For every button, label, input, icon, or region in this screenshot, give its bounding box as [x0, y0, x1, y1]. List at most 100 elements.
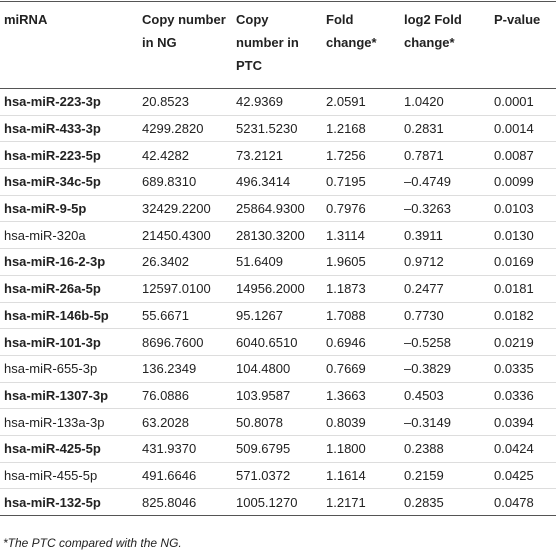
value-cell: 1.7088 — [322, 302, 400, 330]
value-cell: 491.6646 — [138, 462, 232, 490]
value-cell: 431.9370 — [138, 435, 232, 463]
table-row: hsa-miR-132-5p 825.8046 1005.1270 1.2171 0.2… — [0, 488, 556, 516]
value-cell: 689.8310 — [138, 168, 232, 196]
value-cell: 0.0182 — [490, 302, 556, 330]
value-cell: 55.6671 — [138, 302, 232, 330]
mirna-name: hsa-miR-223-3p — [0, 88, 138, 116]
mirna-name: hsa-miR-146b-5p — [0, 302, 138, 330]
header-cell: Copy number in NG — [138, 1, 232, 89]
value-cell: 0.0001 — [490, 88, 556, 116]
value-cell: 51.6409 — [232, 248, 322, 276]
value-cell: –0.5258 — [400, 328, 490, 356]
value-cell: 14956.2000 — [232, 275, 322, 303]
table-row: hsa-miR-9-5p 32429.2200 25864.9300 0.7976 –0… — [0, 195, 556, 223]
value-cell: 0.7976 — [322, 195, 400, 223]
header-cell: P-value — [490, 1, 556, 89]
table-row: hsa-miR-16-2-3p 26.3402 51.6409 1.9605 0.971… — [0, 248, 556, 276]
value-cell: 20.8523 — [138, 88, 232, 116]
value-cell: 12597.0100 — [138, 275, 232, 303]
table-row: hsa-miR-26a-5p 12597.0100 14956.2000 1.1873… — [0, 275, 556, 303]
header-cell: miRNA — [0, 1, 138, 89]
value-cell: 1.7256 — [322, 141, 400, 170]
value-cell: 25864.9300 — [232, 195, 322, 223]
table-row: hsa-miR-655-3p 136.2349 104.4800 0.7669 –0.3… — [0, 355, 556, 383]
mirna-name: hsa-miR-425-5p — [0, 435, 138, 463]
table-row: hsa-miR-146b-5p 55.6671 95.1267 1.7088 0.773… — [0, 302, 556, 330]
value-cell: 0.2159 — [400, 462, 490, 490]
footnote: *The PTC compared with the NG. — [3, 536, 182, 550]
mirna-name: hsa-miR-34c-5p — [0, 168, 138, 196]
value-cell: 103.9587 — [232, 382, 322, 410]
value-cell: 0.0425 — [490, 462, 556, 490]
value-cell: 1.2168 — [322, 115, 400, 143]
table-row: hsa-miR-101-3p 8696.7600 6040.6510 0.6946 –0… — [0, 328, 556, 356]
table-row: hsa-miR-1307-3p 76.0886 103.9587 1.3663 0.45… — [0, 382, 556, 410]
value-cell: 0.0103 — [490, 195, 556, 223]
mirna-name: hsa-miR-1307-3p — [0, 382, 138, 410]
value-cell: 0.0099 — [490, 168, 556, 196]
value-cell: 6040.6510 — [232, 328, 322, 356]
value-cell: 1.2171 — [322, 488, 400, 516]
mirna-name: hsa-miR-655-3p — [0, 355, 138, 383]
value-cell: 95.1267 — [232, 302, 322, 330]
value-cell: 1.3663 — [322, 382, 400, 410]
value-cell: 1005.1270 — [232, 488, 322, 516]
value-cell: 0.8039 — [322, 408, 400, 436]
value-cell: 28130.3200 — [232, 221, 322, 250]
value-cell: 0.0169 — [490, 248, 556, 276]
value-cell: 0.7871 — [400, 141, 490, 170]
value-cell: 76.0886 — [138, 382, 232, 410]
mirna-name: hsa-miR-133a-3p — [0, 408, 138, 436]
value-cell: 496.3414 — [232, 168, 322, 196]
value-cell: 73.2121 — [232, 141, 322, 170]
value-cell: 0.0181 — [490, 275, 556, 303]
value-cell: 4299.2820 — [138, 115, 232, 143]
table-row: hsa-miR-223-3p 20.8523 42.9369 2.0591 1.0420… — [0, 88, 556, 116]
table-row: hsa-miR-433-3p 4299.2820 5231.5230 1.2168 0.… — [0, 115, 556, 143]
header-cell: Copy number in PTC — [232, 1, 322, 89]
value-cell: 0.7669 — [322, 355, 400, 383]
value-cell: 0.0130 — [490, 221, 556, 250]
value-cell: 571.0372 — [232, 462, 322, 490]
value-cell: 0.4503 — [400, 382, 490, 410]
value-cell: 0.7730 — [400, 302, 490, 330]
value-cell: 0.2388 — [400, 435, 490, 463]
value-cell: 0.9712 — [400, 248, 490, 276]
table-row: hsa-miR-425-5p 431.9370 509.6795 1.1800 0.23… — [0, 435, 556, 463]
value-cell: 1.3114 — [322, 221, 400, 250]
header-cell: Fold change* — [322, 1, 400, 89]
value-cell: 0.6946 — [322, 328, 400, 356]
value-cell: 104.4800 — [232, 355, 322, 383]
value-cell: 0.0335 — [490, 355, 556, 383]
mirna-name: hsa-miR-9-5p — [0, 195, 138, 223]
mirna-name: hsa-miR-132-5p — [0, 488, 138, 516]
value-cell: 825.8046 — [138, 488, 232, 516]
value-cell: –0.4749 — [400, 168, 490, 196]
value-cell: 0.0336 — [490, 382, 556, 410]
table-row: hsa-miR-320a 21450.4300 28130.3200 1.3114 0.… — [0, 221, 556, 250]
mirna-name: hsa-miR-223-5p — [0, 141, 138, 170]
value-cell: 0.0424 — [490, 435, 556, 463]
header-row: miRNA Copy number in NG Copy number in PTC… — [0, 1, 556, 89]
header-cell: log2 Fold change* — [400, 1, 490, 89]
table-row: hsa-miR-455-5p 491.6646 571.0372 1.1614 0.21… — [0, 462, 556, 490]
value-cell: 136.2349 — [138, 355, 232, 383]
value-cell: 50.8078 — [232, 408, 322, 436]
data-table: miRNA Copy number in NG Copy number in PTC… — [0, 1, 556, 516]
value-cell: 0.0394 — [490, 408, 556, 436]
value-cell: 1.0420 — [400, 88, 490, 116]
value-cell: 0.2477 — [400, 275, 490, 303]
value-cell: 0.0014 — [490, 115, 556, 143]
value-cell: 0.0087 — [490, 141, 556, 170]
value-cell: 0.3911 — [400, 221, 490, 250]
value-cell: 0.0219 — [490, 328, 556, 356]
mirna-name: hsa-miR-26a-5p — [0, 275, 138, 303]
value-cell: 1.9605 — [322, 248, 400, 276]
value-cell: 1.1800 — [322, 435, 400, 463]
mirna-name: hsa-miR-320a — [0, 221, 138, 250]
value-cell: –0.3149 — [400, 408, 490, 436]
value-cell: 1.1873 — [322, 275, 400, 303]
value-cell: 1.1614 — [322, 462, 400, 490]
value-cell: –0.3263 — [400, 195, 490, 223]
